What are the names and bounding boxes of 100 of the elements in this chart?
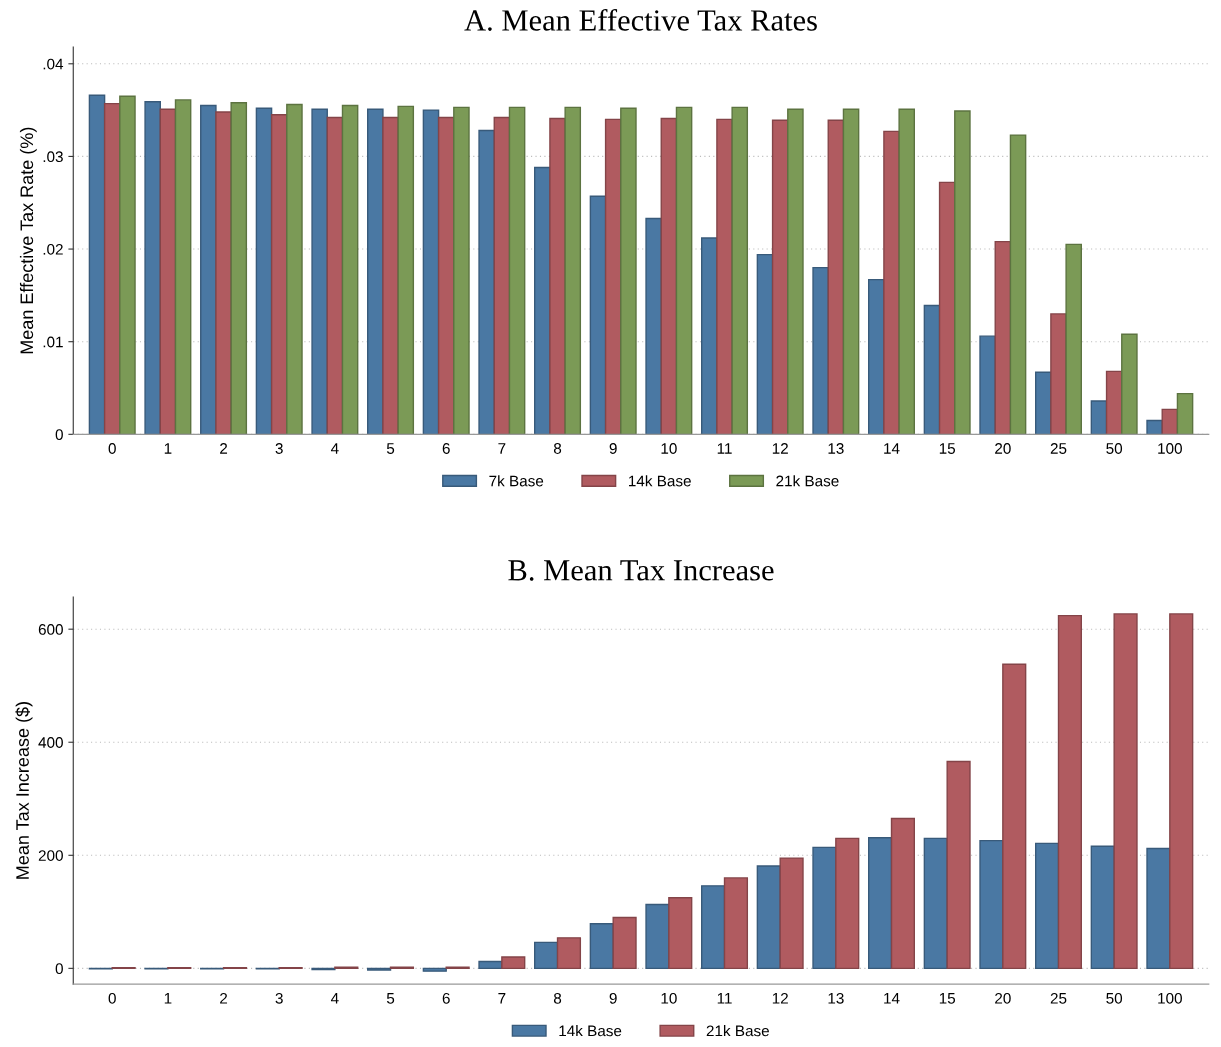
- x-tick-label: 11: [717, 443, 732, 454]
- bar: [1050, 313, 1067, 435]
- bar: [534, 941, 559, 970]
- bar: [756, 253, 774, 435]
- bar: [979, 335, 996, 435]
- x-tick-label: 13: [828, 443, 844, 454]
- x-tick-label: 5: [386, 993, 395, 1004]
- bar: [230, 102, 248, 435]
- x-tick-label: 25: [1050, 992, 1067, 1004]
- bar: [589, 195, 607, 435]
- x-tick-label: 15: [939, 443, 956, 454]
- y-tick-label: .04: [43, 58, 64, 70]
- bar: [923, 837, 948, 970]
- bar: [501, 956, 526, 970]
- bar: [311, 108, 328, 435]
- y-tick-label: .01: [43, 336, 63, 348]
- bar: [723, 877, 749, 970]
- bar: [938, 181, 956, 435]
- x-tick-label: 2: [220, 443, 228, 454]
- x-tick-label: 11: [717, 993, 732, 1004]
- bar: [812, 266, 829, 435]
- y-axis-title: Mean Effective Tax Rate (%): [19, 127, 37, 354]
- y-tick-label: 0: [55, 429, 63, 441]
- x-tick-label: 1: [164, 443, 172, 454]
- bar: [827, 119, 845, 435]
- bar: [787, 108, 804, 435]
- x-tick-label: 5: [386, 443, 395, 454]
- bar: [867, 837, 893, 970]
- bar: [508, 106, 526, 435]
- bar: [174, 99, 192, 435]
- bar: [923, 304, 941, 435]
- bar: [612, 916, 637, 970]
- legend-label: 7k Base: [489, 475, 544, 487]
- bar: [756, 865, 781, 970]
- bar: [954, 110, 971, 435]
- x-tick-label: 4: [330, 443, 339, 454]
- bar: [367, 108, 384, 435]
- bar: [534, 166, 551, 435]
- bar: [675, 106, 693, 435]
- bar: [589, 922, 614, 970]
- x-tick-label: 3: [275, 992, 283, 1004]
- bar: [437, 116, 455, 435]
- bar: [1176, 392, 1194, 435]
- bar: [1057, 614, 1083, 970]
- x-tick-label: 100: [1158, 992, 1182, 1004]
- bar: [1169, 613, 1194, 970]
- bar: [341, 104, 359, 435]
- bar: [660, 117, 678, 435]
- bar: [453, 106, 470, 435]
- x-tick-label: 14: [884, 443, 900, 454]
- bar: [979, 839, 1004, 970]
- bar: [478, 960, 503, 970]
- x-tick-label: 50: [1106, 992, 1123, 1004]
- bar: [478, 129, 495, 435]
- x-tick-label: 12: [772, 992, 788, 1004]
- bar: [1146, 847, 1171, 970]
- chart-title: A. Mean Effective Tax Rates: [464, 8, 817, 31]
- x-tick-label: 9: [609, 992, 617, 1004]
- bar: [898, 108, 916, 435]
- bar: [1090, 400, 1108, 435]
- bar: [493, 116, 511, 435]
- x-tick-label: 8: [553, 992, 562, 1004]
- x-tick-label: 10: [661, 992, 677, 1004]
- bar: [645, 903, 670, 970]
- x-tick-label: 0: [108, 443, 116, 454]
- bar: [867, 278, 885, 435]
- legend-label: 21k Base: [706, 1025, 769, 1037]
- bar: [159, 108, 177, 435]
- y-tick-label: .02: [43, 243, 63, 255]
- bar: [326, 116, 344, 435]
- x-tick-label: 25: [1050, 443, 1067, 454]
- x-tick-label: 0: [108, 992, 116, 1004]
- bar: [812, 846, 837, 970]
- x-tick-label: 6: [442, 443, 450, 454]
- bar: [1065, 243, 1083, 435]
- bar: [771, 119, 789, 435]
- bar: [556, 937, 582, 970]
- bar: [1002, 663, 1027, 970]
- y-tick-label: 0: [55, 963, 63, 975]
- x-tick-label: 13: [828, 992, 844, 1004]
- x-tick-label: 100: [1158, 443, 1182, 454]
- bar: [842, 108, 860, 435]
- bar: [645, 217, 662, 435]
- x-tick-label: 7: [498, 993, 506, 1004]
- bar: [883, 130, 900, 435]
- x-tick-label: 20: [995, 992, 1011, 1004]
- bar: [1009, 134, 1027, 435]
- bar: [1121, 333, 1138, 435]
- bar: [716, 118, 733, 435]
- y-tick-label: 200: [38, 850, 63, 861]
- bar: [397, 105, 415, 435]
- x-tick-label: 14: [884, 993, 900, 1004]
- x-tick-label: 7: [498, 443, 506, 454]
- y-tick-label: 600: [38, 624, 63, 635]
- x-tick-label: 10: [661, 443, 677, 454]
- y-tick-label: .03: [43, 151, 63, 163]
- bar: [994, 240, 1012, 435]
- bar: [564, 106, 582, 435]
- x-tick-label: 20: [995, 443, 1011, 454]
- bar: [604, 118, 622, 435]
